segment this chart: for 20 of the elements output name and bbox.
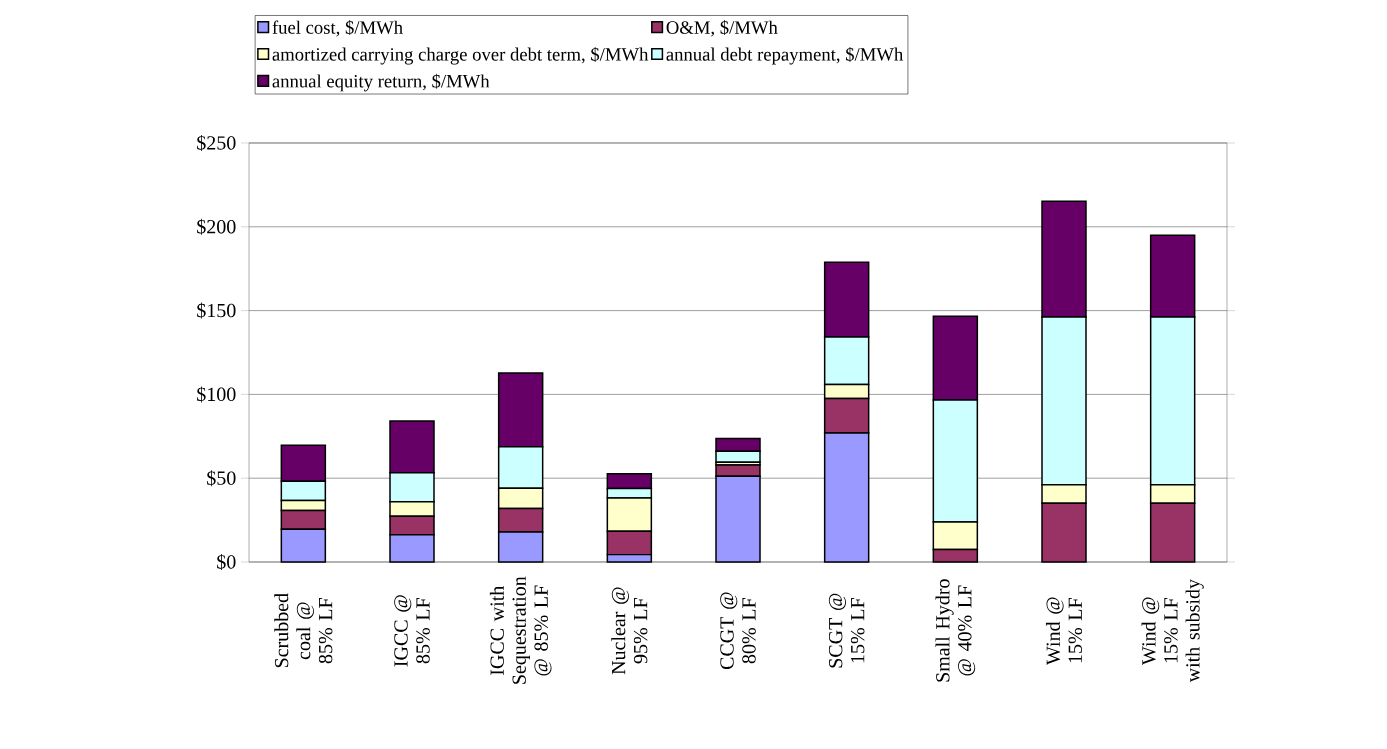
- x-tick-label: Scrubbed coal @ 85% LF: [274, 593, 333, 668]
- x-tick-label: Nuclear @ 95% LF: [611, 587, 648, 675]
- x-tick-label: Wind @ 15% LF with subsidy: [1141, 579, 1204, 683]
- legend-label: amortized carrying charge over debt term, $/MWh: [272, 46, 649, 65]
- legend-label: O&M, $/MWh: [666, 20, 778, 37]
- legend-label: fuel cost, $/MWh: [272, 20, 403, 37]
- y-tick-label: $200: [197, 218, 236, 235]
- x-tick-label: Wind @ 15% LF: [1045, 597, 1083, 666]
- x-tick-label: Small Hydro @ 40% LF: [935, 579, 976, 682]
- x-tick-label: CCGT @ 80% LF: [720, 592, 756, 670]
- y-tick-label: $250: [197, 135, 236, 151]
- x-tick-label: IGCC @ 85% LF: [394, 595, 430, 667]
- y-tick-label: $0: [217, 554, 236, 571]
- y-tick-label: $50: [207, 470, 236, 487]
- legend-label: annual equity return, $/MWh: [272, 73, 490, 92]
- y-tick-label: $150: [197, 302, 236, 319]
- x-tick-label: SCGT @ 15% LF: [828, 593, 865, 668]
- legend-label: annual debt repayment, $/MWh: [666, 46, 904, 65]
- x-tick-label: IGCC with Sequestration @ 85% LF: [489, 576, 552, 684]
- y-tick-label: $100: [197, 386, 236, 403]
